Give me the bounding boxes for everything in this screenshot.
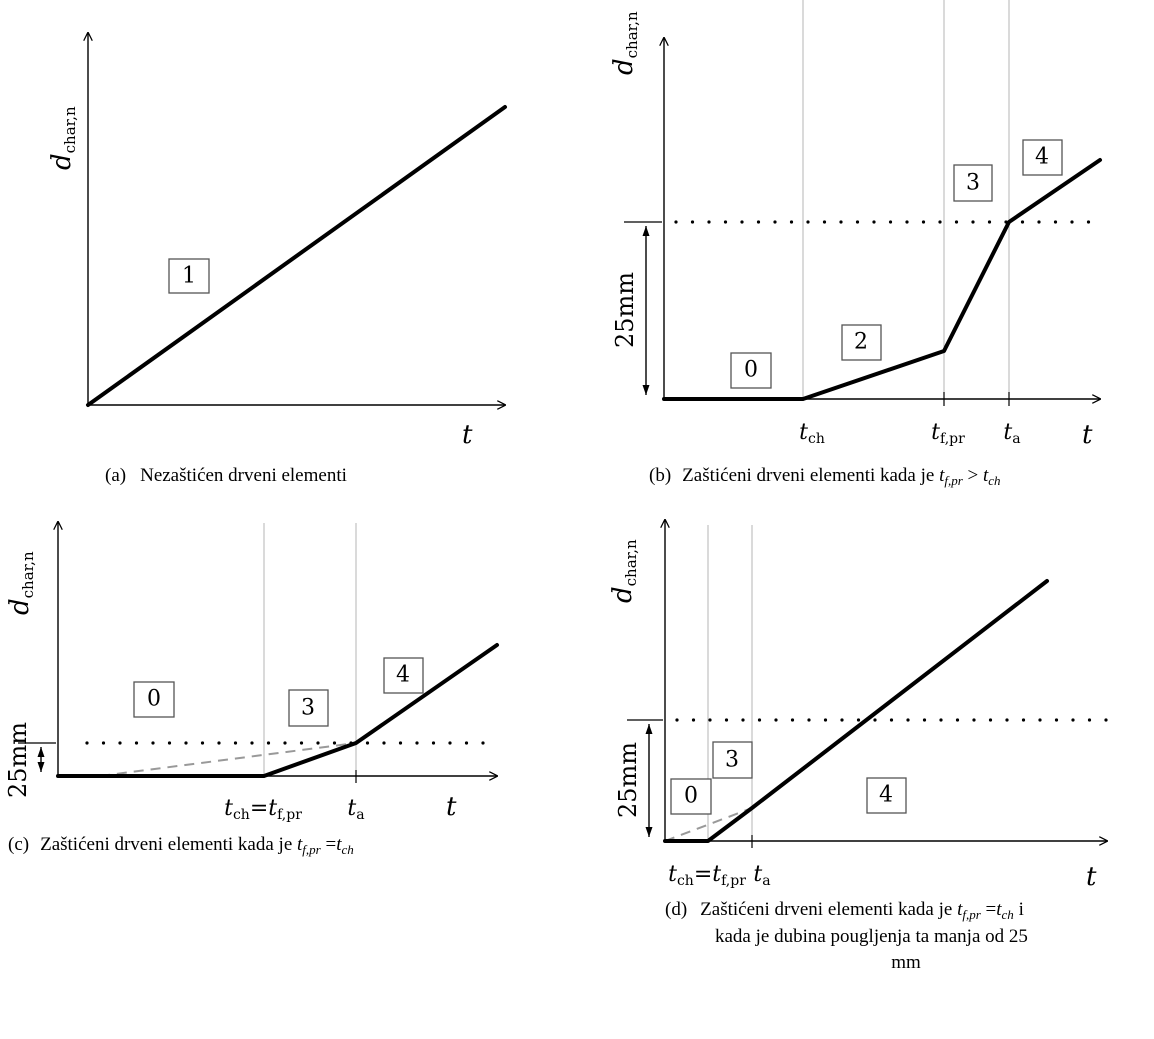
panel-b-char-curve	[662, 158, 1102, 401]
panel-d-dimension-label: 25mm	[614, 742, 642, 818]
panel-c-phase-0-box: 0	[133, 681, 175, 718]
svg-text:4: 4	[396, 663, 410, 688]
panel-c-phase-4-box: 4	[383, 657, 424, 694]
svg-text:3: 3	[725, 748, 739, 773]
panel-b-phase-2-box: 2	[841, 324, 882, 361]
panel-b-phase-0-box: 0	[730, 352, 772, 389]
svg-text:0: 0	[684, 784, 698, 809]
svg-text:2: 2	[854, 330, 868, 355]
svg-text:0: 0	[147, 687, 161, 712]
svg-text:3: 3	[301, 696, 315, 721]
panel-d-dashed-reference	[664, 807, 753, 842]
caption-d-line-3: mm	[891, 952, 921, 973]
svg-text:4: 4	[1035, 145, 1049, 170]
panel-a-phase-1-box: 1	[168, 258, 210, 294]
panel-c-tick-label-ta: ta	[347, 796, 364, 823]
panel-d-x-label: t	[1086, 862, 1097, 892]
panel-b-phase-3-box: 3	[953, 164, 993, 202]
panel-a-x-label: t	[462, 420, 473, 450]
panel-d-phase-4-box: 4	[866, 777, 907, 814]
panel-c-x-label: t	[446, 792, 457, 822]
caption-d-line-2: kada je dubina pougljenja ta manja od 25	[715, 926, 1028, 947]
caption-a: (a) Nezaštićen drveni elementi	[105, 465, 347, 486]
panel-d-y-label: dchar,n	[608, 539, 640, 603]
panel-d: 25mm dchar,n t tch=tf,pr ta 0 3 4	[608, 520, 1110, 892]
caption-c: (c) Zaštićeni drveni elementi kada je tf,…	[8, 834, 354, 857]
panel-a-char-curve	[86, 105, 507, 407]
panel-a: dchar,n t 1	[47, 33, 507, 450]
panel-c-phase-3-box: 3	[288, 689, 329, 727]
panel-d-tick-label-ta: ta	[753, 862, 770, 889]
panel-a-y-label: dchar,n	[47, 106, 79, 170]
panel-d-tick-label-tch-tfpr: tch=tf,pr	[668, 862, 746, 889]
panel-c-y-label: dchar,n	[5, 551, 37, 615]
panel-d-phase-3-box: 3	[712, 741, 753, 779]
panel-b-tick-label-tfpr: tf,pr	[931, 420, 965, 447]
panel-b-phase-4-box: 4	[1022, 139, 1063, 176]
svg-text:4: 4	[879, 783, 893, 808]
svg-text:0: 0	[744, 358, 758, 383]
panel-b-tick-label-ta: ta	[1003, 420, 1020, 447]
panel-c: 25mm dchar,n t tch=tf,pr ta 0 3 4	[4, 522, 499, 823]
panel-c-dimension-label: 25mm	[4, 722, 32, 798]
panel-b: 25mm dchar,n t tch tf,pr ta 0 2 3 4	[609, 0, 1104, 450]
panel-c-char-curve	[56, 643, 499, 778]
caption-b: (b) Zaštićeni drveni elementi kada je tf,…	[649, 465, 1001, 488]
panel-b-tick-label-tch: tch	[799, 420, 825, 447]
caption-d-line-1: (d) Zaštićeni drveni elementi kada je tf,…	[665, 899, 1024, 922]
svg-text:3: 3	[966, 171, 980, 196]
panel-b-y-label: dchar,n	[609, 11, 641, 75]
panel-d-phase-0-box: 0	[670, 778, 712, 815]
panel-d-char-curve	[663, 579, 1049, 843]
panel-c-tick-label-tch-tfpr: tch=tf,pr	[224, 796, 302, 823]
panel-b-dimension-label: 25mm	[611, 272, 639, 348]
panel-b-x-label: t	[1082, 420, 1093, 450]
svg-text:1: 1	[182, 264, 196, 289]
panel-c-dashed-reference	[99, 742, 357, 777]
